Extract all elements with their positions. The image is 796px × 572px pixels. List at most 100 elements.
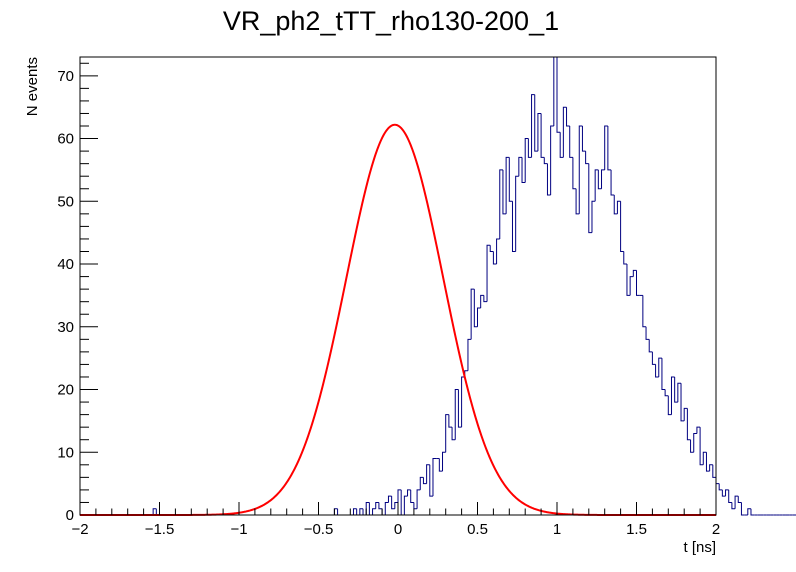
histogram-bin [686,408,691,441]
fit-curve-group [80,123,716,516]
x-tick-label: −2 [71,521,88,538]
histogram [80,56,796,516]
histogram-bin [375,501,379,509]
histogram-bin [569,126,573,158]
histogram-bin [588,163,592,234]
histogram-bin [690,439,694,453]
histogram-bin [585,151,589,165]
histogram-bin [693,432,697,453]
histogram-bin [597,169,602,190]
histogram-bin [725,489,729,497]
histogram-bin [705,452,710,472]
chart-title: VR_ph2_tTT_rho130-200_1 [223,6,559,36]
y-tick-label: 70 [57,68,74,85]
histogram-bin [728,489,732,503]
plot-area [79,56,796,516]
histogram-bin [416,489,421,509]
histogram-bin [521,157,526,183]
histogram-bin [419,476,424,490]
histogram-bin [531,94,535,158]
histogram-bin [648,339,653,353]
histogram-bin [626,264,631,296]
histogram-bin [575,188,580,215]
histogram-bin [397,489,402,503]
y-axis: 0 10 20 30 40 50 60 70 [57,62,98,524]
histogram-bin [543,157,548,165]
histogram-bin [559,132,564,158]
histogram-bin [670,376,675,415]
histogram-bin [391,496,395,510]
histogram-bin [680,383,685,422]
histogram-bin [658,357,662,377]
histogram-bin [620,201,624,252]
histogram-bin [556,57,561,133]
histogram-bin [438,458,443,472]
histogram-bin [578,125,583,214]
histogram-bin [372,508,376,515]
histogram-bin [601,169,605,189]
histogram-bin [511,201,516,252]
histogram-bin [683,407,688,421]
histogram-bin [709,464,713,472]
x-tick-label: 0 [394,521,402,538]
histogram-bin [636,270,640,296]
histogram-bin [410,489,414,503]
histogram-bin [502,169,507,215]
histogram-bin [477,307,481,327]
histogram-bin [442,451,446,472]
histogram-bin [454,389,459,440]
y-tick-label: 0 [66,507,74,524]
histogram-bin [645,326,650,340]
histogram-bin [422,477,427,485]
histogram-bin [337,508,341,516]
histogram-bin [152,508,157,515]
histogram-bin [448,414,453,428]
y-tick-label: 10 [57,444,74,461]
histogram-bin [508,157,513,202]
histogram-bin [496,238,500,265]
y-tick-label: 40 [57,256,74,273]
histogram-bin [534,94,538,152]
histogram-bin [352,508,357,515]
x-tick-label: 1 [553,521,561,538]
histogram-bin [505,156,510,214]
histogram-bin [546,163,551,196]
histogram-bin [457,389,462,428]
histogram-bin [572,157,577,190]
histogram-bin [394,501,398,509]
histogram-bin [750,508,755,516]
histogram-bin [562,106,567,158]
histogram-bin [515,175,519,252]
histogram-bin [616,200,621,214]
histogram-bin [667,395,672,416]
histogram-bin [451,427,456,441]
x-tick-label: −0.5 [304,521,334,538]
histogram-bin [470,288,475,340]
histogram-bin [661,358,666,391]
histogram-bin [651,351,656,365]
histogram-bin [467,338,472,371]
histogram-bin [550,125,554,196]
y-tick-label: 20 [57,382,74,399]
histogram-bin [607,126,612,171]
histogram-bin [737,496,742,503]
histogram-bin [566,107,570,127]
histogram-bin [623,251,627,265]
histogram-bin [677,382,682,403]
histogram-bin [473,289,478,328]
fit-curve [80,123,716,516]
histogram-bin [712,464,716,478]
histogram-bin [699,427,704,466]
x-axis-label: t [ns] [683,539,716,556]
y-tick-label: 30 [57,319,74,336]
histogram-bin [591,200,596,233]
histogram-bin [718,483,723,491]
histogram-bin [384,501,389,515]
histogram-bin [540,113,545,158]
histogram-bin [594,169,599,202]
x-tick-label: 2 [712,521,720,538]
histogram-bin [629,276,634,296]
histogram-bin [610,169,615,196]
histogram-bin [387,495,392,503]
